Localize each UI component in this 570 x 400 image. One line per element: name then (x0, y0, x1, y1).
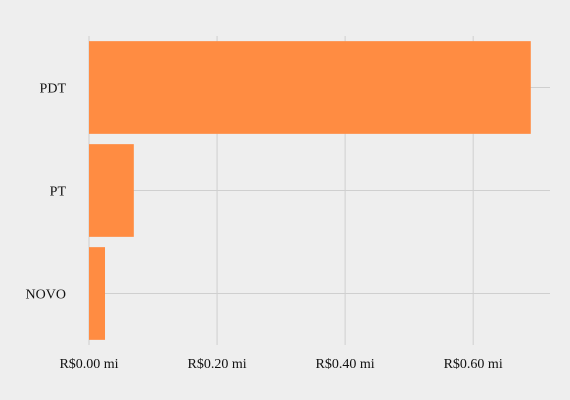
y-tick-label: PT (50, 185, 67, 200)
bars (89, 41, 531, 340)
bar-novo (89, 247, 106, 340)
y-tick-label: NOVO (26, 288, 66, 303)
y-axis-labels: PDT PT NOVO (26, 82, 67, 303)
x-tick-label: R$0.60 mi (444, 357, 503, 372)
x-axis-labels: R$0.00 mi R$0.20 mi R$0.40 mi R$0.60 mi (59, 357, 502, 372)
x-tick-label: R$0.20 mi (187, 357, 246, 372)
bar-pt (89, 144, 134, 237)
x-tick-label: R$0.00 mi (59, 357, 118, 372)
x-tick-label: R$0.40 mi (316, 357, 375, 372)
bar-pdt (89, 41, 531, 134)
y-tick-label: PDT (40, 82, 67, 97)
